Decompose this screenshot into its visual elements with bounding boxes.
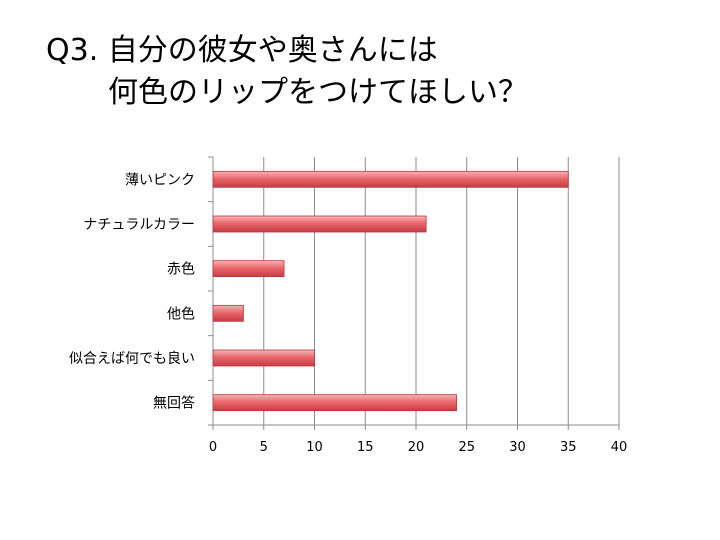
x-tick-label: 5	[260, 440, 268, 455]
x-tick-labels: 0 5 10 15 20 25 30 35 40	[209, 440, 627, 455]
category-label: 赤色	[167, 261, 195, 278]
x-tick-label: 35	[560, 440, 577, 455]
bar	[212, 349, 315, 367]
slide-title-line-2: 何色のリップをつけてほしい？	[108, 75, 528, 110]
x-tick-label: 0	[209, 440, 217, 455]
bar	[212, 304, 244, 322]
category-label: 似合えば何でも良い	[69, 351, 195, 367]
bar	[212, 260, 285, 278]
bar	[212, 394, 458, 412]
x-tick-label: 10	[306, 440, 323, 455]
x-tick-label: 40	[611, 440, 628, 455]
category-label: ナチュラルカラー	[83, 217, 195, 233]
category-label: 無回答	[153, 395, 195, 412]
grid-lines	[263, 157, 620, 425]
category-label: 薄いピンク	[125, 172, 195, 188]
bar	[212, 215, 427, 233]
axes	[208, 156, 620, 430]
slide-title: Q3. 自分の彼女や奥さんには 何色のリップをつけてほしい？	[46, 30, 528, 114]
category-label: 他色	[167, 305, 195, 322]
x-tick-label: 20	[408, 440, 425, 455]
x-tick-label: 15	[357, 440, 374, 455]
bar	[212, 170, 569, 188]
slide-title-line-1: Q3. 自分の彼女や奥さんには	[46, 33, 438, 68]
x-tick-label: 30	[509, 440, 526, 455]
x-tick-label: 25	[458, 440, 475, 455]
bars	[212, 170, 569, 412]
